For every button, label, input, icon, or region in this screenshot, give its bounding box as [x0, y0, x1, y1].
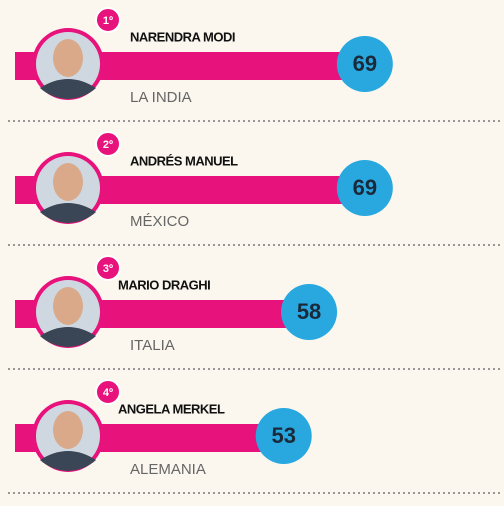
photo-face [53, 39, 83, 77]
value-label: 53 [271, 423, 295, 448]
photo-face [53, 287, 83, 325]
name: NARENDRA MODI [130, 29, 235, 44]
country: ITALIA [130, 337, 175, 354]
name: MARIO DRAGHI [118, 277, 210, 292]
rank: 4º [103, 387, 113, 399]
country: MÉXICO [130, 213, 189, 230]
name: ANDRÉS MANUEL [130, 153, 238, 168]
chart: 1º NARENDRA MODI LA INDIA 69 2º ANDRÉS MANUEL… [0, 0, 504, 506]
country: ALEMANIA [130, 461, 206, 478]
country: LA INDIA [130, 89, 192, 106]
rank: 1º [103, 15, 113, 27]
rank: 2º [103, 139, 113, 151]
value-label: 69 [353, 175, 377, 200]
photo-face [53, 411, 83, 449]
value-label: 69 [353, 51, 377, 76]
rank: 3º [103, 263, 113, 275]
name: ANGELA MERKEL [118, 401, 225, 416]
photo-face [53, 163, 83, 201]
value-label: 58 [297, 299, 321, 324]
